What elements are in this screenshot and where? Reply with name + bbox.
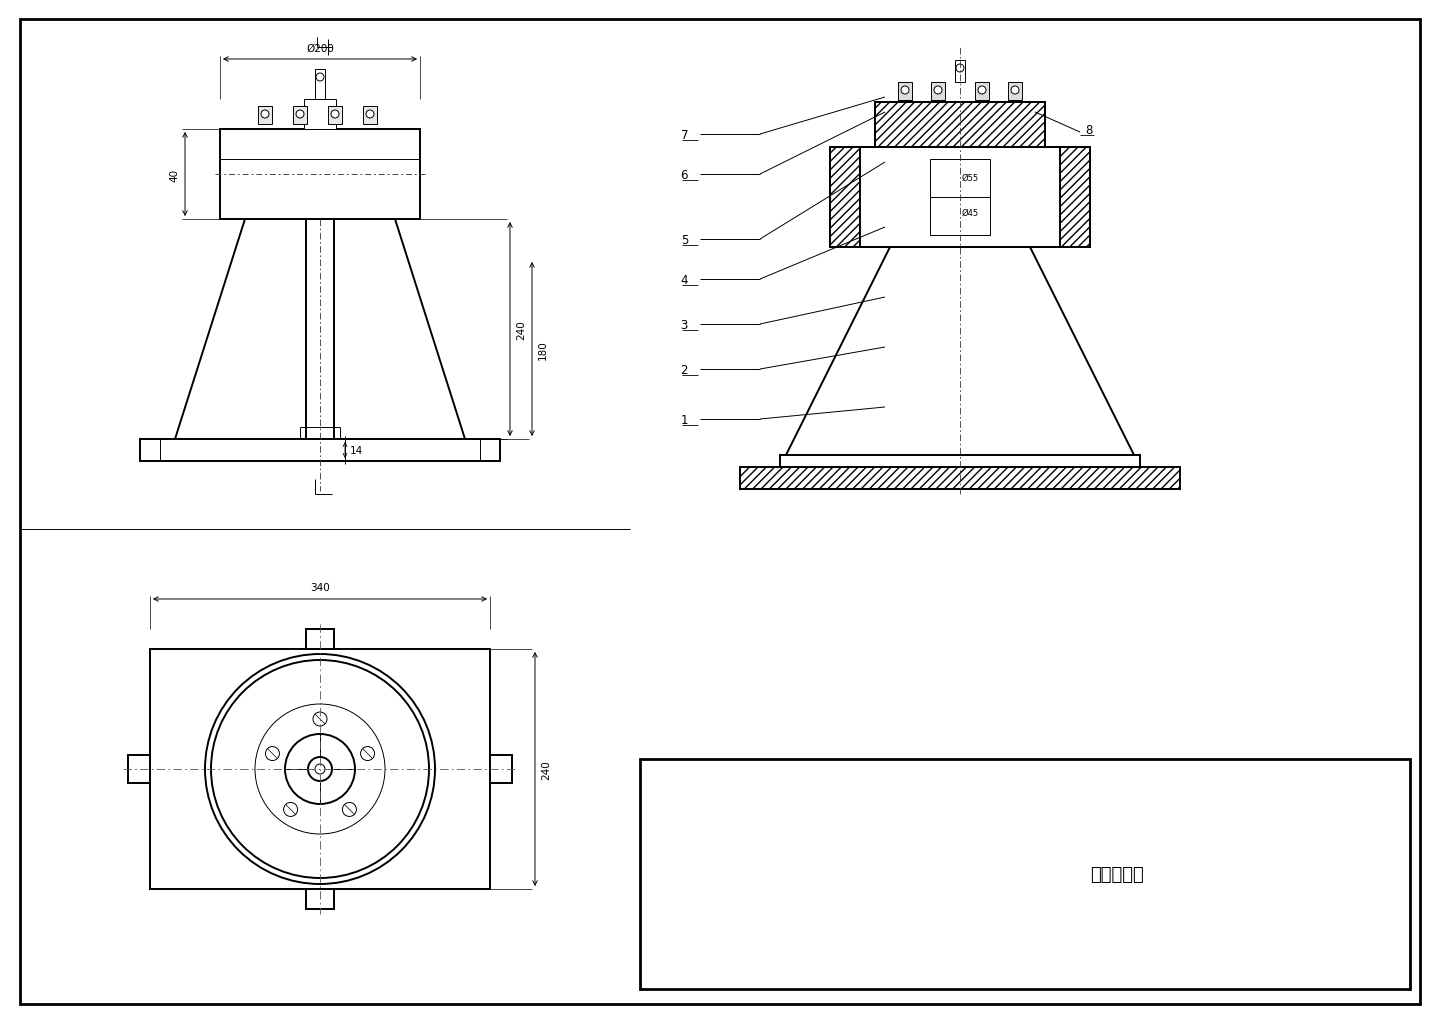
Bar — [220, 129, 420, 220]
Text: 侧轮装配图: 侧轮装配图 — [1090, 865, 1145, 883]
Circle shape — [366, 111, 374, 119]
Text: Ø55: Ø55 — [962, 173, 979, 182]
Bar — [955, 61, 965, 83]
Bar — [780, 455, 1140, 468]
Bar — [150, 649, 490, 890]
Text: 4: 4 — [681, 273, 688, 286]
Text: Ø45: Ø45 — [962, 208, 979, 217]
Bar — [876, 103, 1045, 148]
Circle shape — [297, 111, 304, 119]
Circle shape — [212, 660, 429, 878]
Text: 1: 1 — [681, 413, 688, 426]
Bar — [128, 755, 150, 784]
Text: 6: 6 — [681, 168, 688, 181]
Circle shape — [312, 712, 327, 727]
Polygon shape — [176, 220, 465, 439]
Bar — [860, 148, 1060, 248]
Bar — [490, 755, 513, 784]
Text: 40: 40 — [168, 168, 179, 181]
Text: 7: 7 — [681, 128, 688, 142]
Bar — [1060, 148, 1090, 248]
Circle shape — [265, 747, 279, 761]
Bar — [304, 100, 336, 129]
Bar — [639, 759, 1410, 989]
Text: 340: 340 — [310, 583, 330, 592]
Circle shape — [956, 65, 963, 73]
Bar — [740, 468, 1179, 489]
Text: 240: 240 — [541, 759, 552, 780]
Text: 3: 3 — [681, 318, 688, 331]
Text: 5: 5 — [681, 233, 688, 247]
Bar — [876, 103, 1045, 148]
Circle shape — [284, 803, 298, 816]
Bar — [307, 630, 334, 649]
Bar — [140, 439, 500, 462]
Circle shape — [331, 111, 338, 119]
Circle shape — [204, 654, 435, 884]
Bar — [829, 148, 860, 248]
Bar — [899, 83, 912, 101]
Bar — [930, 160, 991, 235]
Text: 180: 180 — [539, 339, 549, 360]
Text: 14: 14 — [350, 445, 363, 455]
Circle shape — [255, 704, 384, 835]
Bar — [932, 83, 945, 101]
Circle shape — [1011, 87, 1020, 95]
Circle shape — [261, 111, 269, 119]
Circle shape — [978, 87, 986, 95]
Bar — [307, 890, 334, 909]
Bar — [328, 107, 343, 125]
Circle shape — [308, 757, 333, 782]
Bar — [829, 148, 1090, 248]
Text: 8: 8 — [1084, 123, 1093, 137]
Circle shape — [315, 74, 324, 82]
Text: 2: 2 — [681, 363, 688, 376]
Polygon shape — [780, 248, 1140, 468]
Text: Ø200: Ø200 — [307, 44, 334, 54]
Circle shape — [343, 803, 356, 816]
Circle shape — [285, 735, 356, 804]
Bar — [315, 70, 325, 100]
Bar — [292, 107, 307, 125]
Circle shape — [901, 87, 909, 95]
Circle shape — [315, 764, 325, 774]
Bar — [258, 107, 272, 125]
Bar — [975, 83, 989, 101]
Text: 240: 240 — [516, 320, 526, 339]
Circle shape — [360, 747, 374, 761]
Bar — [1008, 83, 1022, 101]
Bar — [363, 107, 377, 125]
Circle shape — [935, 87, 942, 95]
